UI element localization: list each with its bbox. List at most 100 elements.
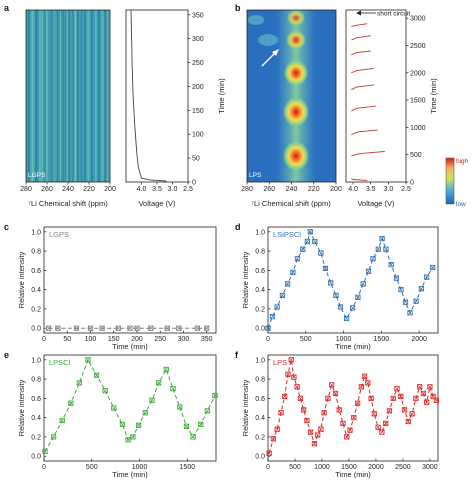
y-tick-label: 0.0 xyxy=(31,326,41,333)
data-point xyxy=(134,325,140,331)
data-point xyxy=(433,397,440,403)
data-point xyxy=(388,261,394,268)
data-point xyxy=(94,372,100,378)
data-point xyxy=(148,325,154,331)
voltage-curve xyxy=(351,23,368,27)
heatmap-a: LGPS xyxy=(25,9,111,183)
data-point xyxy=(59,417,65,424)
x-tick-label: 1000 xyxy=(336,336,352,343)
data-point xyxy=(282,393,288,400)
y-tick-label: 150 xyxy=(192,108,204,115)
x-tick-label: 3.5 xyxy=(152,186,162,193)
data-point xyxy=(68,400,74,406)
y-tick-label: 0.2 xyxy=(255,306,265,313)
panel-letter-d: d xyxy=(235,222,241,232)
data-point xyxy=(204,408,210,414)
series-label: LSiPSCl xyxy=(273,230,301,239)
y-axis-label: Relative intensity xyxy=(17,251,26,308)
data-point xyxy=(343,315,350,322)
y-tick-label: 1.0 xyxy=(31,229,41,236)
x-tick-label: 4.0 xyxy=(348,186,358,193)
series-label: LGPS xyxy=(49,230,69,239)
x-tick-label: 300 xyxy=(178,336,190,343)
data-point xyxy=(427,384,433,390)
data-point xyxy=(307,429,314,435)
data-point xyxy=(383,420,389,427)
y-tick-label: 0.6 xyxy=(255,396,265,403)
x-tick-label: 4.0 xyxy=(137,186,147,193)
x-tick-label: 220 xyxy=(83,186,95,193)
data-point xyxy=(102,388,108,394)
x-tick-label: 240 xyxy=(62,186,74,193)
x-tick-label: 0 xyxy=(266,336,270,343)
data-point xyxy=(386,408,393,414)
x-axis-label: Time (min) xyxy=(335,470,371,479)
data-point xyxy=(51,434,57,440)
data-point xyxy=(170,386,176,392)
x-tick-label: 0 xyxy=(42,464,46,471)
data-point xyxy=(390,395,396,402)
y-tick-label: 1000 xyxy=(410,125,426,132)
y-tick-label: 500 xyxy=(410,152,422,159)
x-tick-label: 500 xyxy=(300,336,312,343)
series-label: LPSCl xyxy=(49,358,71,367)
data-point xyxy=(294,384,300,390)
data-point xyxy=(420,390,427,397)
x-axis-label: Time (min) xyxy=(112,470,148,479)
y-tick-label: 0.8 xyxy=(31,377,41,384)
data-point xyxy=(360,281,366,287)
x-tick-label: 0 xyxy=(42,336,46,343)
heatmap-a-x-axis: 280 260 240 220 200 xyxy=(20,182,116,193)
y-axis-label: Relative intensity xyxy=(241,251,250,308)
data-point xyxy=(413,298,419,304)
data-point xyxy=(311,441,318,447)
y-tick-label: 0.2 xyxy=(31,434,41,441)
data-point xyxy=(333,292,339,299)
x-tick-label: 1000 xyxy=(314,464,330,471)
x-tick-label: 50 xyxy=(63,336,71,343)
x-tick-label: 260 xyxy=(263,186,275,193)
y-tick-label: 350 xyxy=(192,12,204,19)
x-tick-label: 3.5 xyxy=(366,186,376,193)
heatmap-b-label: LPS xyxy=(249,172,262,179)
data-point xyxy=(284,281,291,287)
data-point xyxy=(344,434,350,440)
data-point xyxy=(355,294,361,300)
plot-frame xyxy=(267,354,439,462)
short-circuit-label: short circuit xyxy=(377,11,410,18)
voltage-b-ylabel: Time (min) xyxy=(429,78,438,114)
y-tick-label: 0.2 xyxy=(31,306,41,313)
x-tick-label: 200 xyxy=(104,186,116,193)
data-point xyxy=(111,405,117,411)
voltage-b: short circuit 4.0 3.5 3.0 2.50 500 1000 1500 20… xyxy=(345,9,426,193)
voltage-a-xlabel: Voltage (V) xyxy=(138,199,176,208)
data-point xyxy=(300,246,306,252)
x-tick-label: 2000 xyxy=(411,336,427,343)
data-point xyxy=(297,395,304,402)
hotspot-3 xyxy=(284,60,308,86)
y-tick-label: 0.6 xyxy=(255,268,265,275)
panel-letter-f: f xyxy=(235,350,239,360)
data-point xyxy=(163,366,169,373)
y-tick-label: 0.4 xyxy=(255,415,265,422)
data-point xyxy=(55,325,61,331)
data-point xyxy=(318,426,324,432)
data-point xyxy=(365,380,371,386)
data-point xyxy=(274,426,280,432)
y-tick-label: 2000 xyxy=(410,70,426,77)
data-point xyxy=(424,274,430,280)
y-tick-label: 1.0 xyxy=(255,357,265,364)
data-point xyxy=(142,410,148,416)
data-point xyxy=(405,418,411,425)
data-point xyxy=(198,421,204,428)
data-point xyxy=(304,238,310,245)
data-point xyxy=(265,325,271,331)
heatmap-b: LPS xyxy=(246,9,337,183)
data-point xyxy=(418,286,425,292)
data-point xyxy=(285,371,291,377)
data-point xyxy=(409,411,415,417)
y-tick-label: 0.6 xyxy=(31,268,41,275)
data-point xyxy=(279,292,286,299)
heatmap-a-label: LGPS xyxy=(28,172,46,179)
voltage-a: 4.0 3.5 3.0 2.50 50 100 150 200 250 300 350 xyxy=(125,9,204,193)
